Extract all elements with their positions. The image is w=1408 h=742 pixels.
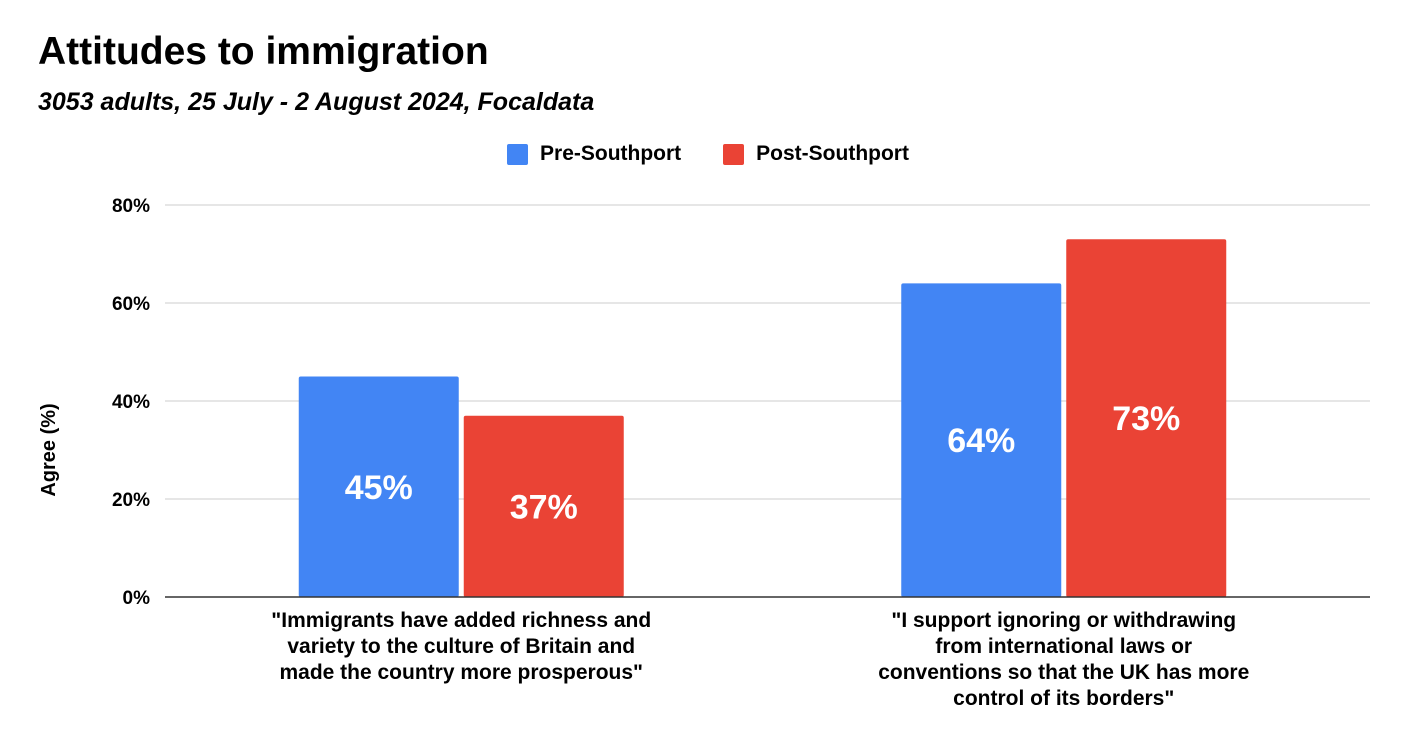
legend-item-pre-southport: Pre-Southport (499, 142, 681, 166)
y-tick-label: 0% (123, 588, 151, 609)
bar-data-label: 73% (1112, 400, 1180, 438)
bar-post-southport (1066, 239, 1227, 598)
y-axis-ticks: 0% 20% 40% 60% 80% (112, 196, 150, 609)
bar-pre-southport (901, 283, 1062, 597)
y-tick-label: 60% (112, 294, 150, 315)
x-category-label: "Immigrants have added richness and varie… (271, 609, 651, 684)
bar-data-label: 37% (510, 488, 578, 526)
chart-subtitle: 3053 adults, 25 July - 2 August 2024, Fo… (38, 88, 595, 116)
x-category-label: "I support ignoring or withdrawing from i… (878, 609, 1249, 710)
bar-data-label: 64% (947, 422, 1015, 460)
legend-swatch-pre-southport (507, 143, 529, 165)
legend-label-post-southport: Post-Southport (756, 142, 909, 165)
bar-pre-southport (298, 376, 459, 597)
legend: Pre-Southport Post-Southport (0, 142, 1408, 166)
bar-post-southport (463, 415, 624, 597)
y-tick-label: 20% (112, 490, 150, 511)
y-tick-label: 80% (112, 196, 150, 217)
legend-item-post-southport: Post-Southport (715, 142, 909, 166)
x-axis-categories: "Immigrants have added richness and varie… (271, 609, 1249, 710)
y-tick-label: 40% (112, 392, 150, 413)
y-axis-label: Agree (%) (38, 403, 60, 496)
chart-title: Attitudes to immigration (38, 30, 489, 73)
legend-label-pre-southport: Pre-Southport (540, 142, 682, 165)
legend-swatch-post-southport (723, 143, 745, 165)
bar-data-label: 45% (345, 469, 413, 507)
bars: 45% 37% 64% 73% (298, 239, 1227, 598)
